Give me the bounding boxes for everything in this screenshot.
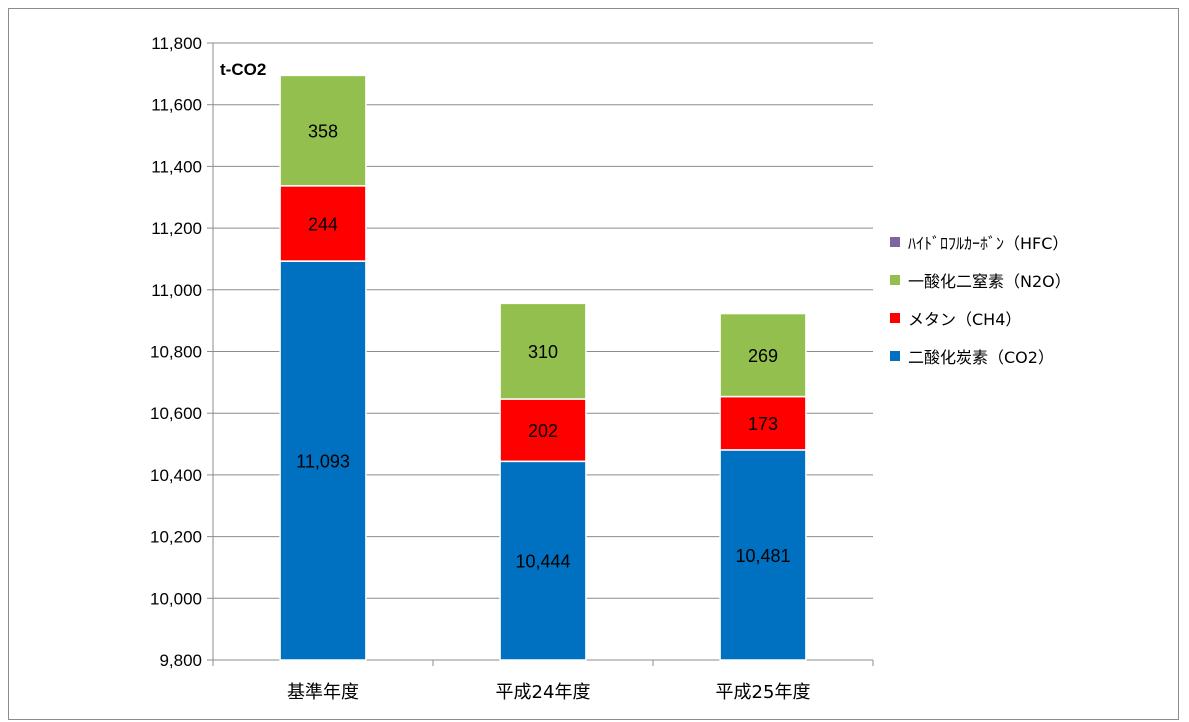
y-tick-label: 10,000 xyxy=(150,589,202,608)
unit-label: t-CO2 xyxy=(220,60,266,79)
y-tick-label: 10,400 xyxy=(150,466,202,485)
chart-frame xyxy=(8,8,1179,720)
y-tick-label: 10,800 xyxy=(150,343,202,362)
bars xyxy=(279,74,807,661)
legend-item: 二酸化炭素（CO2） xyxy=(890,344,1180,368)
data-label: 173 xyxy=(748,414,778,434)
data-labels: 11,093 244 358 10,444 202 310 10,481 173 269 xyxy=(296,122,790,572)
legend-swatch xyxy=(890,237,900,247)
legend-swatch xyxy=(890,351,900,361)
data-label: 358 xyxy=(308,122,338,142)
data-label: 10,444 xyxy=(515,552,570,572)
legend-item: 一酸化二窒素（N2O） xyxy=(890,268,1180,292)
y-tick-label: 11,600 xyxy=(151,96,202,115)
y-tick-label: 11,200 xyxy=(151,219,202,238)
legend-label: 一酸化二窒素（N2O） xyxy=(908,272,1071,291)
legend: ﾊｲﾄﾞﾛﾌﾙｶｰﾎﾞﾝ（HFC） 一酸化二窒素（N2O） メタン（CH4） 二酸化炭… xyxy=(890,230,1180,382)
data-label: 244 xyxy=(308,214,338,234)
y-tick-label: 9,800 xyxy=(159,651,202,670)
legend-item: メタン（CH4） xyxy=(890,306,1180,330)
bar-segment xyxy=(719,312,807,398)
y-tick-label: 11,000 xyxy=(151,281,202,300)
bar-segment xyxy=(719,449,807,661)
bar-segment xyxy=(719,395,807,451)
data-label: 269 xyxy=(748,346,778,366)
legend-swatch xyxy=(890,313,900,323)
x-tick-label: 平成24年度 xyxy=(496,682,591,703)
legend-item: ﾊｲﾄﾞﾛﾌﾙｶｰﾎﾞﾝ（HFC） xyxy=(890,230,1180,254)
data-label: 202 xyxy=(528,421,558,441)
y-tick-label: 11,800 xyxy=(151,34,202,53)
legend-swatch xyxy=(890,275,900,285)
bar-segment xyxy=(279,185,367,262)
data-label: 310 xyxy=(528,342,558,362)
bar-segment xyxy=(279,260,367,661)
legend-label: ﾊｲﾄﾞﾛﾌﾙｶｰﾎﾞﾝ（HFC） xyxy=(908,234,1069,253)
axes: 9,800 10,000 10,200 10,400 10,600 10,800 11,00… xyxy=(150,34,874,703)
y-tick-label: 10,200 xyxy=(150,528,202,547)
legend-label: 二酸化炭素（CO2） xyxy=(908,348,1054,367)
bar-segment xyxy=(499,460,587,661)
data-label: 10,481 xyxy=(735,546,790,566)
y-tick-label: 10,600 xyxy=(150,404,202,423)
legend-label: メタン（CH4） xyxy=(908,310,1022,329)
x-tick-label: 平成25年度 xyxy=(716,682,811,703)
data-label: 11,093 xyxy=(296,452,350,472)
bar-segment xyxy=(499,302,587,400)
x-tick-label: 基準年度 xyxy=(287,682,359,703)
y-tick-label: 11,400 xyxy=(151,157,202,176)
bar-segment xyxy=(279,74,367,187)
